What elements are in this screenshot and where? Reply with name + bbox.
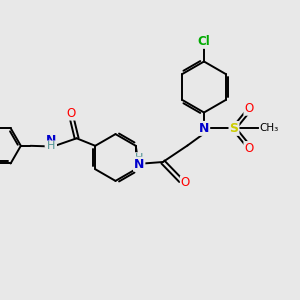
Text: CH₃: CH₃ bbox=[260, 123, 279, 134]
Text: N: N bbox=[134, 158, 144, 171]
Text: H: H bbox=[46, 141, 55, 152]
Text: S: S bbox=[230, 122, 238, 135]
Text: O: O bbox=[181, 176, 190, 190]
Text: O: O bbox=[66, 106, 75, 120]
Text: N: N bbox=[199, 122, 209, 135]
Text: Cl: Cl bbox=[198, 35, 210, 48]
Text: O: O bbox=[244, 142, 253, 155]
Text: H: H bbox=[135, 153, 143, 163]
Text: N: N bbox=[46, 134, 56, 147]
Text: O: O bbox=[244, 102, 253, 115]
